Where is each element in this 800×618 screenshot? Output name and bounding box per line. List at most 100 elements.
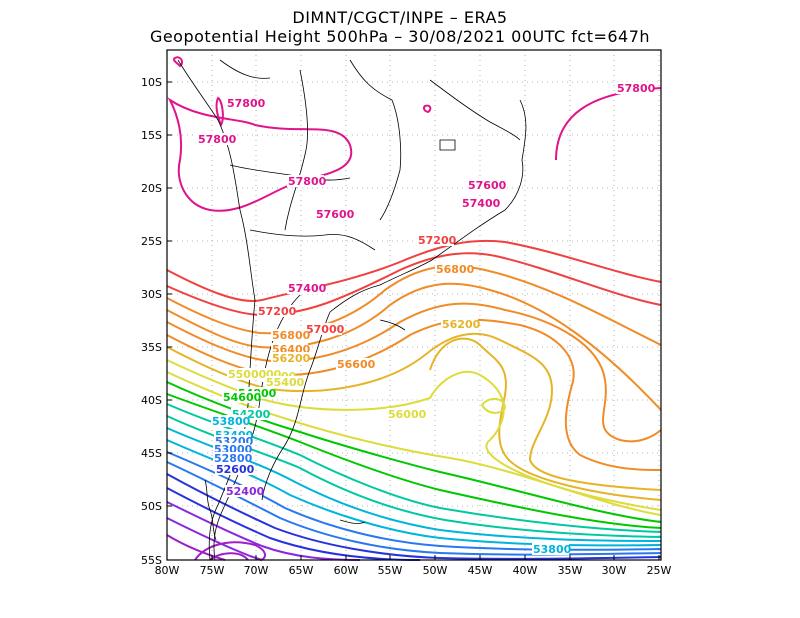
contour-label: 57400 xyxy=(462,197,501,210)
contour-label-bg xyxy=(435,263,472,275)
y-tick-label: 10S xyxy=(141,76,162,89)
height-contour-line xyxy=(194,541,266,561)
contour-label: 52400 xyxy=(226,485,265,498)
contour-label-bg xyxy=(336,358,373,370)
contour-label-bg xyxy=(271,329,308,341)
x-tick-label: 65W xyxy=(289,564,314,577)
x-tick-label: 25W xyxy=(647,564,672,577)
y-tick-label: 55S xyxy=(141,554,162,567)
map-frame xyxy=(166,49,662,561)
contour-label-bg xyxy=(222,391,259,403)
coast-border-line xyxy=(379,319,406,331)
y-tick-label: 20S xyxy=(141,182,162,195)
y-tick-label: 15S xyxy=(141,129,162,142)
x-tick-label: 40W xyxy=(513,564,538,577)
contour-label: 55400 xyxy=(266,376,305,389)
y-tick-label: 45S xyxy=(141,447,162,460)
height-contour-line xyxy=(166,282,662,411)
x-tick-label: 75W xyxy=(200,564,225,577)
contour-label-bg xyxy=(305,323,342,335)
height-contour-line xyxy=(166,239,662,302)
height-contour-line xyxy=(166,487,421,561)
coast-border-line xyxy=(429,79,521,141)
contour-label: 56200 xyxy=(442,318,481,331)
height-contour-line xyxy=(166,451,662,551)
contour-label: 54600 xyxy=(223,391,262,404)
y-tick-label: 40S xyxy=(141,394,162,407)
coast-border-line xyxy=(219,59,271,79)
height-contour-line xyxy=(166,252,662,317)
coast-border-line xyxy=(349,59,402,221)
contour-label: 56800 xyxy=(272,329,311,342)
contour-label: 57200 xyxy=(258,305,297,318)
contour-label: 57800 xyxy=(227,97,266,110)
contour-label-bg xyxy=(467,179,504,191)
contour-label: 56800 xyxy=(436,263,475,276)
contour-label: 57600 xyxy=(316,208,355,221)
contour-label: 57200 xyxy=(418,234,457,247)
contour-label: 57400 xyxy=(288,282,327,295)
contour-label-bg xyxy=(461,197,498,209)
y-tick-label: 50S xyxy=(141,500,162,513)
contour-label: 55000 xyxy=(228,368,267,381)
height-contour-line xyxy=(166,359,662,511)
contour-label-bg xyxy=(226,97,263,109)
contour-label: 56600 xyxy=(337,358,376,371)
x-tick-label: 45W xyxy=(468,564,493,577)
contour-label-bg xyxy=(213,452,250,464)
contour-label-bg xyxy=(616,82,653,94)
height-contour-line xyxy=(166,534,226,561)
contour-label-bg xyxy=(225,485,262,497)
contour-label-bg xyxy=(532,543,569,555)
contour-labels: 57800 57800 57800 57800 57600 57600 57400 57400… xyxy=(197,82,656,556)
axis-ticks: 80W 75W 70W 65W 60W 55W 50W 45W 40W 35W 30W 25W 10S 1… xyxy=(141,76,672,577)
height-contour-line xyxy=(555,87,662,161)
contour-label: 53800 xyxy=(533,543,572,556)
height-contour-line xyxy=(423,104,432,114)
height-contour-line xyxy=(166,265,662,346)
height-contour-line xyxy=(166,501,361,561)
coast-border-line xyxy=(439,139,456,151)
contour-label-bg xyxy=(215,463,252,475)
height-contour-line xyxy=(166,302,662,443)
contour-label-bg xyxy=(227,368,264,380)
x-tick-label: 60W xyxy=(334,564,359,577)
contour-label: 57800 xyxy=(288,175,327,188)
coast-border-line xyxy=(284,69,309,231)
contour-label-bg xyxy=(271,352,308,364)
contour-label-bg xyxy=(287,282,324,294)
contour-label: 57000 xyxy=(306,323,345,336)
contour-label-bg xyxy=(265,376,302,388)
x-tick-label: 80W xyxy=(155,564,180,577)
contour-label: 57600 xyxy=(468,179,507,192)
height-contour-line xyxy=(209,552,249,561)
x-tick-label: 50W xyxy=(423,564,448,577)
y-tick-label: 25S xyxy=(141,235,162,248)
coast-border-line xyxy=(339,519,366,524)
contour-label: 56000 xyxy=(388,408,427,421)
map-title-line1: DIMNT/CGCT/INPE – ERA5 xyxy=(292,8,508,27)
contour-label: 57800 xyxy=(617,82,656,95)
contour-label-bg xyxy=(211,415,248,427)
contour-label-bg xyxy=(197,133,234,145)
contour-label-bg xyxy=(315,208,352,220)
coast-border-line xyxy=(204,479,217,541)
coast-border-line xyxy=(177,59,256,301)
contour-label-bg xyxy=(257,305,294,317)
height-contour-line xyxy=(166,517,263,561)
contour-label: 57800 xyxy=(198,133,237,146)
coast-border-line xyxy=(261,284,381,501)
height-contour-line xyxy=(215,96,224,128)
contour-label: 52800 xyxy=(214,452,253,465)
height-contour-line xyxy=(429,337,662,501)
y-tick-label: 30S xyxy=(141,288,162,301)
height-contour-line xyxy=(480,397,507,414)
height-contour-line xyxy=(167,97,353,212)
contour-label-bg xyxy=(417,234,454,246)
x-tick-label: 55W xyxy=(378,564,403,577)
contour-label-bg xyxy=(387,408,424,420)
coast-border-line xyxy=(379,99,527,286)
x-tick-label: 35W xyxy=(558,564,583,577)
y-tick-label: 35S xyxy=(141,341,162,354)
